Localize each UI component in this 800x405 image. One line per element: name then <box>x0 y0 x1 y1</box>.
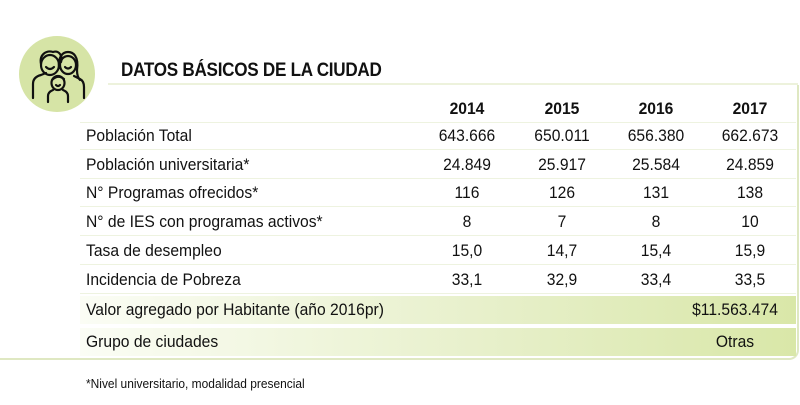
year-header: 2016 <box>638 99 674 118</box>
row-label: Población universitaria* <box>86 154 250 174</box>
cell-value: 24.849 <box>443 154 491 174</box>
cell-value: 116 <box>454 183 480 203</box>
cell-value: 10 <box>741 212 759 232</box>
year-header: 2015 <box>544 99 580 118</box>
cell-value: 24.859 <box>726 154 774 174</box>
cell-value: 662.673 <box>721 126 779 145</box>
title-divider <box>108 83 798 85</box>
cell-value: 33,1 <box>451 269 483 289</box>
year-header: 2017 <box>732 99 768 118</box>
cell-value: 650.011 <box>534 126 590 145</box>
table-row: Población Total 643.666 650.011 656.380 662.… <box>80 122 796 150</box>
cell-value: 25.917 <box>538 154 586 174</box>
row-label: Valor agregado por Habitante (año 2016pr… <box>86 300 384 319</box>
cell-value: 33,4 <box>640 269 672 289</box>
cell-value: 8 <box>651 212 661 232</box>
table-row: N° Programas ofrecidos* 116 126 131 138 <box>80 179 796 208</box>
cell-value: 14,7 <box>546 240 578 260</box>
table-row: Población universitaria* 24.849 25.917 25.5… <box>80 151 796 179</box>
table-row: Incidencia de Pobreza 33,1 32,9 33,4 33,5 <box>80 266 796 294</box>
family-icon-badge <box>19 36 95 112</box>
row-label: N° de IES con programas activos* <box>86 212 323 232</box>
row-label: Incidencia de Pobreza <box>86 269 241 289</box>
cell-value: 138 <box>736 183 764 203</box>
cell-value: 25.584 <box>632 154 680 174</box>
cell-value: 15,4 <box>640 240 672 260</box>
footnote: *Nivel universitario, modalidad presenci… <box>86 376 305 391</box>
cell-value: 126 <box>548 183 576 203</box>
cell-value: 15,0 <box>451 240 483 260</box>
cell-value: 33,5 <box>734 269 766 289</box>
row-label: Grupo de ciudades <box>86 332 219 351</box>
row-label: Tasa de desempleo <box>86 240 222 260</box>
page-title: DATOS BÁSICOS DE LA CIUDAD <box>121 60 382 81</box>
table-row: N° de IES con programas activos* 8 7 8 10 <box>80 208 796 237</box>
cell-value: 643.666 <box>438 126 496 145</box>
cell-value: 15,9 <box>734 240 766 260</box>
cell-value: 8 <box>462 212 472 232</box>
row-label: N° Programas ofrecidos* <box>86 183 259 203</box>
year-header: 2014 <box>449 99 485 118</box>
cell-value: 32,9 <box>546 269 578 289</box>
table-row: Tasa de desempleo 15,0 14,7 15,4 15,9 <box>80 237 796 265</box>
table-frame <box>0 85 799 360</box>
row-value: Otras <box>715 332 755 351</box>
row-label: Población Total <box>86 126 192 145</box>
value-added-row: Valor agregado por Habitante (año 2016pr… <box>80 296 796 324</box>
row-value: $11.563.474 <box>692 300 778 319</box>
cell-value: 656.380 <box>627 126 685 145</box>
cell-value: 131 <box>642 183 670 203</box>
family-icon <box>31 50 86 104</box>
cell-value: 7 <box>557 212 567 232</box>
table-header: 2014 2015 2016 2017 <box>80 95 796 123</box>
city-group-row: Grupo de ciudades Otras <box>80 328 796 356</box>
